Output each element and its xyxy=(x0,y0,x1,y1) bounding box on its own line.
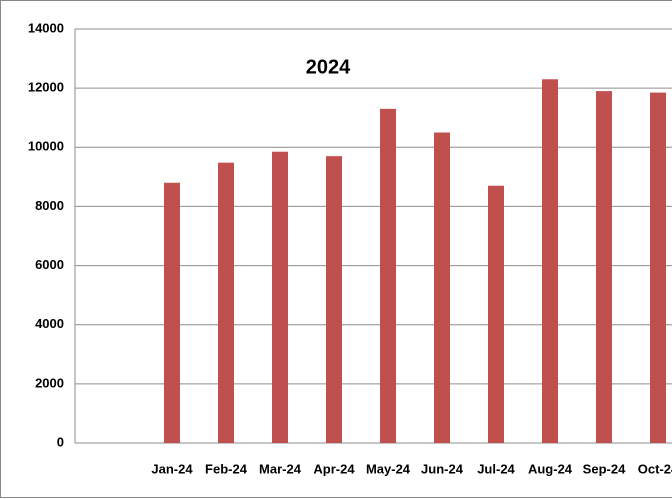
y-tick-label: 14000 xyxy=(28,20,64,35)
x-tick-label: Jul-24 xyxy=(477,461,515,476)
bar xyxy=(380,108,396,443)
y-tick-label: 4000 xyxy=(35,316,64,331)
y-tick-label: 10000 xyxy=(28,139,64,154)
y-tick-label: 2000 xyxy=(35,375,64,390)
y-tick-label: 12000 xyxy=(28,80,64,95)
x-tick-label: Sep-24 xyxy=(583,461,626,476)
bar xyxy=(434,132,450,443)
bar xyxy=(542,79,558,444)
x-tick-label: Mar-24 xyxy=(259,461,302,476)
x-tick-label: Jun-24 xyxy=(421,461,464,476)
bar xyxy=(650,92,666,443)
x-tick-label: May-24 xyxy=(366,461,411,476)
x-tick-label: Aug-24 xyxy=(528,461,573,476)
x-tick-label: Jan-24 xyxy=(151,461,193,476)
bar xyxy=(272,151,288,443)
x-tick-label: Feb-24 xyxy=(205,461,248,476)
bar xyxy=(596,91,612,443)
x-tick-label: Apr-24 xyxy=(313,461,355,476)
y-tick-label: 0 xyxy=(57,434,64,449)
y-tick-label: 6000 xyxy=(35,257,64,272)
bar xyxy=(164,182,180,443)
bar xyxy=(218,162,234,444)
y-tick-label: 8000 xyxy=(35,198,64,213)
chart-title: 2024 xyxy=(306,56,351,78)
bar xyxy=(326,156,342,443)
x-tick-label: Oct-24 xyxy=(638,461,672,476)
bar xyxy=(488,185,504,443)
